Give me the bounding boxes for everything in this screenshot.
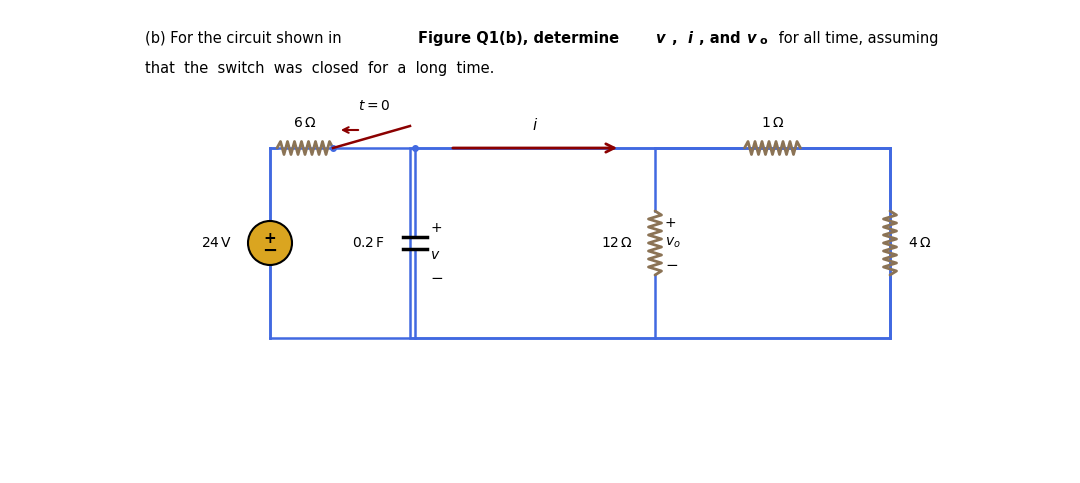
Text: $v$: $v$: [430, 248, 441, 262]
Text: $0.2\,\mathrm{F}$: $0.2\,\mathrm{F}$: [352, 236, 384, 250]
Text: $1\,\Omega$: $1\,\Omega$: [761, 116, 784, 130]
Text: $t = 0$: $t = 0$: [357, 99, 390, 113]
Text: ,: ,: [672, 30, 683, 45]
Text: +: +: [264, 230, 276, 245]
Bar: [410, 148, 890, 338]
Text: $6\,\Omega$: $6\,\Omega$: [294, 116, 316, 130]
Text: +: +: [430, 221, 442, 235]
Text: −: −: [262, 242, 278, 260]
Text: +: +: [665, 216, 677, 230]
Text: −: −: [665, 257, 678, 272]
Text: $24\,\mathrm{V}$: $24\,\mathrm{V}$: [201, 236, 232, 250]
Text: $12\,\Omega$: $12\,\Omega$: [600, 236, 633, 250]
Text: (b) For the circuit shown in: (b) For the circuit shown in: [145, 30, 347, 45]
Text: that  the  switch  was  closed  for  a  long  time.: that the switch was closed for a long ti…: [145, 60, 495, 75]
Text: i: i: [688, 30, 693, 45]
Text: v: v: [656, 30, 665, 45]
Text: −: −: [430, 270, 443, 285]
Text: for all time, assuming: for all time, assuming: [774, 30, 939, 45]
Text: o: o: [759, 36, 767, 46]
Text: Figure Q1(b), determine: Figure Q1(b), determine: [418, 30, 624, 45]
Text: , and: , and: [699, 30, 746, 45]
Text: $v_o$: $v_o$: [665, 236, 680, 250]
Text: $i$: $i$: [532, 117, 538, 133]
Circle shape: [248, 221, 292, 265]
Text: $4\,\Omega$: $4\,\Omega$: [908, 236, 931, 250]
Text: v: v: [746, 30, 756, 45]
